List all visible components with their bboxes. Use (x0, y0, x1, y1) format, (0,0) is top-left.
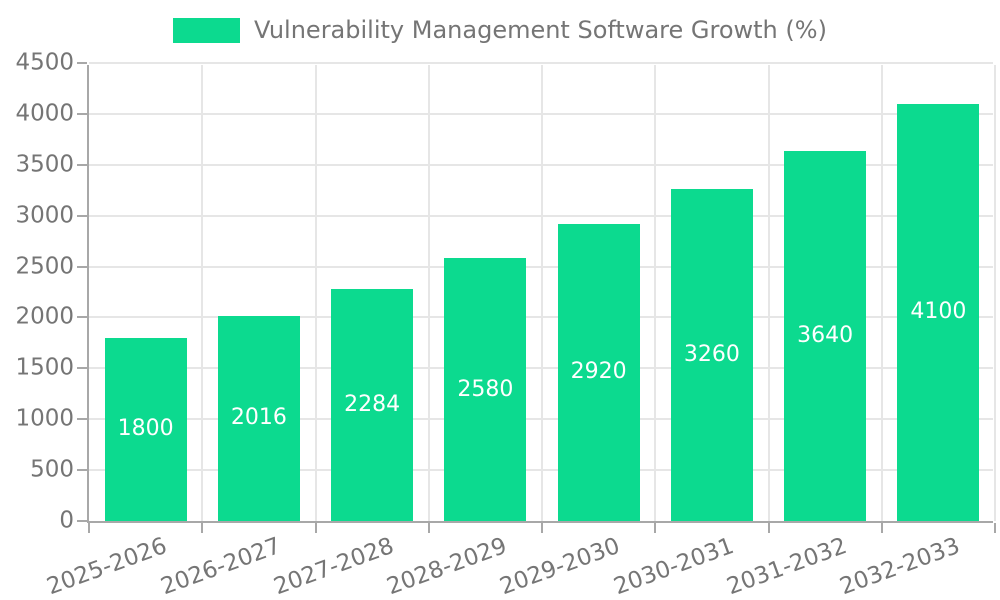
y-axis-label: 1500 (15, 354, 74, 381)
y-axis-label: 3000 (15, 202, 74, 229)
y-axis-tick (77, 520, 87, 522)
bar-value-label: 2920 (570, 359, 627, 385)
x-axis-label-text: 2031-2032 (723, 533, 851, 600)
v-gridline (880, 65, 883, 521)
y-axis-tick (77, 214, 87, 217)
v-gridline (541, 65, 543, 521)
x-axis-tick (994, 523, 996, 533)
y-axis-label: 3500 (15, 151, 74, 178)
y-axis-tick (77, 469, 87, 472)
x-axis-label-text: 2027-2028 (270, 533, 398, 600)
y-axis-label: 0 (59, 507, 74, 534)
x-axis-tick (88, 523, 90, 533)
y-axis-label: 4500 (15, 49, 74, 76)
bar[interactable]: 1800 (104, 337, 187, 521)
v-gridline (201, 65, 204, 521)
y-axis-label: 500 (30, 456, 74, 483)
x-axis-label-text: 2030-2031 (610, 533, 737, 600)
x-axis-tick (201, 523, 204, 533)
bar[interactable]: 4100 (897, 103, 980, 521)
legend-label: Vulnerability Management Software Growth… (254, 16, 827, 44)
x-axis-tick (314, 523, 317, 533)
bar-value-label: 4100 (910, 299, 967, 325)
bar-value-label: 2016 (230, 405, 287, 431)
bar[interactable]: 2580 (444, 258, 527, 521)
x-axis-tick (880, 523, 883, 533)
bar[interactable]: 3640 (784, 150, 867, 521)
y-axis-tick (77, 418, 87, 421)
v-gridline (314, 65, 317, 521)
bar[interactable]: 2016 (217, 315, 300, 521)
x-axis-label-text: 2029-2030 (496, 533, 624, 600)
y-axis-label: 2500 (15, 253, 74, 280)
x-axis-label-text: 2026-2027 (157, 533, 284, 600)
h-gridline (89, 62, 993, 64)
v-gridline (427, 65, 430, 521)
y-axis-tick (77, 112, 87, 115)
bar[interactable]: 3260 (670, 189, 753, 521)
bar-value-label: 1800 (117, 416, 174, 442)
legend-swatch[interactable] (173, 17, 241, 43)
bar-value-label: 2284 (344, 391, 401, 417)
v-gridline (767, 65, 770, 521)
y-axis-tick (77, 163, 87, 166)
y-axis-tick (77, 367, 87, 370)
y-axis-label: 1000 (15, 405, 74, 432)
bar[interactable]: 2920 (557, 223, 640, 521)
x-axis-tick (767, 523, 770, 533)
y-axis-label: 2000 (15, 303, 74, 330)
bar-value-label: 3640 (797, 322, 854, 348)
plot-area: 0 500 1000 1500 2000 2500 3000 3500 4000 4500 1800… (15, 51, 996, 600)
x-axis-label-text: 2032-2033 (836, 533, 964, 600)
x-axis-tick (427, 523, 430, 533)
y-axis-tick (77, 316, 87, 319)
y-axis-label: 4000 (15, 100, 74, 127)
x-axis-tick (541, 523, 543, 533)
bar-value-label: 2580 (457, 376, 514, 402)
bar[interactable]: 2284 (331, 288, 414, 521)
v-gridline (994, 65, 996, 521)
x-axis-label-text: 2028-2029 (383, 533, 511, 600)
legend[interactable]: Vulnerability Management Software Growth… (0, 16, 1000, 44)
x-axis-label-text: 2025-2026 (43, 533, 171, 600)
v-gridline (654, 65, 657, 521)
x-axis-tick (654, 523, 657, 533)
y-axis-tick (77, 62, 87, 64)
bar-value-label: 3260 (683, 342, 740, 368)
y-axis-tick (77, 265, 87, 268)
